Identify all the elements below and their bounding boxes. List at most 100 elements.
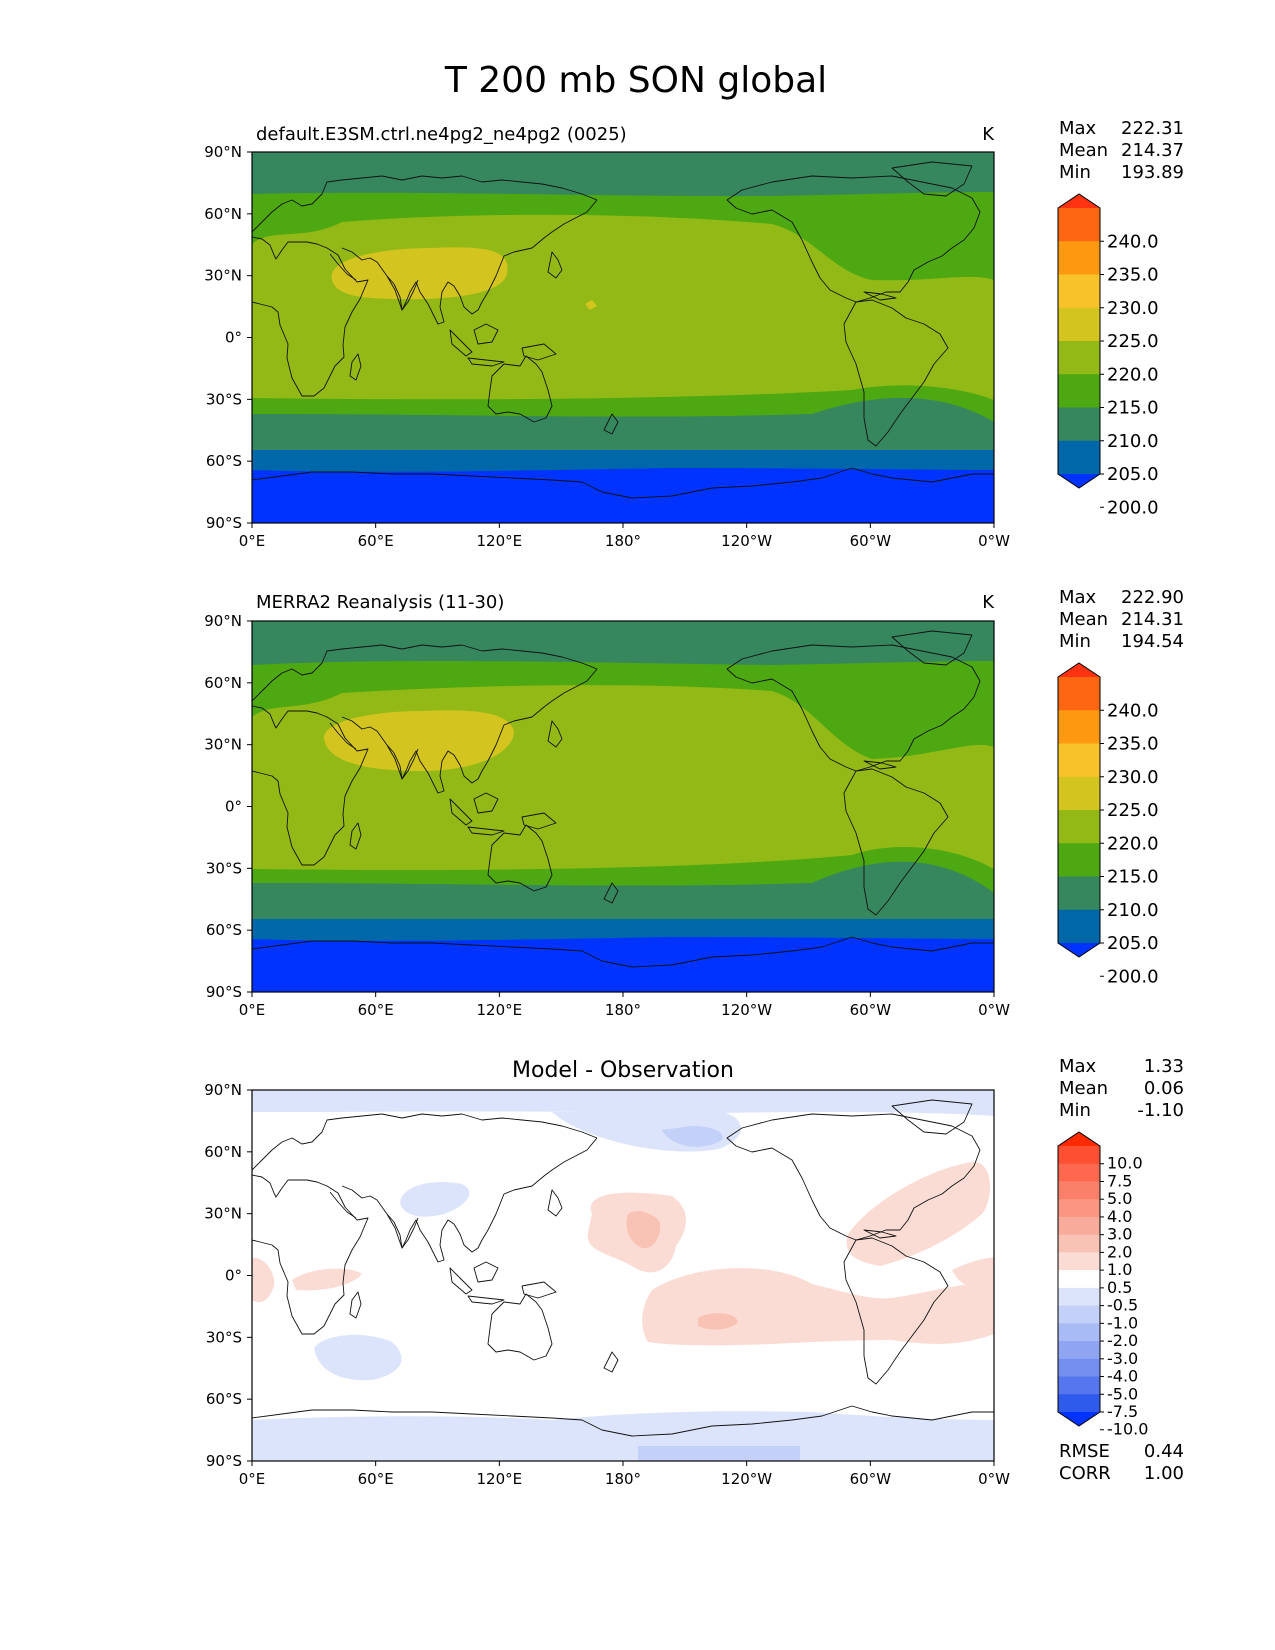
stat-min-value: 193.89 [1121,162,1184,183]
colorbar-segment [1058,876,1100,911]
y-tick-label: 90°N [204,612,242,630]
stats-block: Max 222.90 Mean 214.31 Min 194.54 [1059,587,1184,652]
stat-min-label: Min [1059,631,1091,652]
colorbar-segment [1058,776,1100,811]
colorbar-segment [1058,1323,1100,1342]
units-label: K [982,592,995,613]
colorbar-segment [1058,1270,1100,1289]
colorbar-label: 200.0 [1107,497,1159,518]
axis-ticks: 0°E 60°E 120°E 180° 120°W 60°W 0°W 90°N 60°N 30°N… [204,143,1010,550]
colorbar-segment [1058,843,1100,878]
x-tick-label: 180° [605,1470,641,1488]
colorbar-segment [1058,241,1100,276]
colorbar-segment [1058,1199,1100,1218]
x-tick-label: 60°E [358,1470,394,1488]
colorbar-segment [1058,374,1100,409]
colorbar-label: 3.0 [1107,1225,1132,1244]
colorbar-segment [1058,677,1100,711]
y-tick-label: 30°N [204,1205,242,1223]
stat-mean-value: 214.31 [1121,609,1184,630]
colorbar-segment [1058,1358,1100,1378]
colorbar-segment [1058,710,1100,745]
colorbar-label: -0.5 [1107,1296,1138,1315]
y-tick-label: 90°N [204,1081,242,1099]
colorbar-label: 225.0 [1107,331,1159,352]
x-tick-label: 0°E [239,532,266,550]
y-tick-label: 90°S [206,1452,242,1470]
colorbar: 10.07.55.04.03.02.01.00.5-0.5-1.0-2.0-3.… [1057,1131,1148,1439]
panel-observation: MERRA2 Reanalysis (11-30) K 0°E 60°E 120°E… [204,587,1184,1019]
colorbar-segment [1058,1216,1100,1236]
x-tick-label: 0°E [239,1470,266,1488]
colorbar-segment [1058,1146,1100,1165]
colorbar-segment [1058,1376,1100,1395]
colorbar-segment [1058,1163,1100,1183]
colorbar-label: 235.0 [1107,265,1159,286]
metric-corr-value: 1.00 [1144,1463,1184,1484]
colorbar-label: 240.0 [1107,700,1159,721]
field-negative-asia [400,1182,470,1217]
y-tick-label: 60°S [206,452,242,470]
colorbar: 240.0 235.0 230.0 225.0 220.0 215.0 210.0 205.0… [1057,662,1159,987]
field-band-220 [323,710,514,771]
field-negative-arctic-core [662,1126,723,1147]
colorbar-label: 205.0 [1107,933,1159,954]
stat-min-label: Min [1059,162,1091,183]
x-tick-label: 60°W [850,1470,892,1488]
colorbar-label: 200.0 [1107,966,1159,987]
metrics-block: RMSE 0.44 CORR 1.00 [1059,1441,1184,1484]
field-positive-pacific-core [626,1211,661,1249]
x-tick-label: 120°W [721,1470,772,1488]
stat-min-value: -1.10 [1137,1100,1184,1121]
field-negative-arctic [252,1090,994,1116]
colorbar-segment [1058,407,1100,442]
y-tick-label: 90°S [206,983,242,1001]
y-tick-label: 30°N [204,736,242,754]
stat-max-value: 222.90 [1121,587,1184,608]
field-band-220 [331,247,508,300]
y-tick-label: 90°N [204,143,242,161]
y-tick-label: 60°N [204,205,242,223]
stat-max-value: 1.33 [1144,1056,1184,1077]
panel-difference: Model - Observation [204,1056,1184,1488]
colorbar-label: -4.0 [1107,1367,1138,1386]
map-field [252,1090,994,1461]
x-tick-label: 0°E [239,1001,266,1019]
colorbar: 240.0 235.0 230.0 225.0 220.0 215.0 210.0 205.0… [1057,193,1159,518]
y-tick-label: 30°N [204,267,242,285]
y-tick-label: 60°S [206,1390,242,1408]
colorbar-label: -10.0 [1107,1420,1148,1439]
field-positive-tropics-core [698,1313,738,1330]
colorbar-segment [1058,1287,1100,1307]
colorbar-extend-min [1058,943,1100,957]
figure-title: T 200 mb SON global [444,60,827,101]
y-tick-label: 30°S [206,859,242,877]
colorbar-label: 230.0 [1107,298,1159,319]
x-tick-label: 120°W [721,532,772,550]
metric-corr-label: CORR [1059,1463,1111,1484]
units-label: K [982,124,995,145]
stat-max-value: 222.31 [1121,118,1184,139]
stat-min-value: 194.54 [1121,631,1184,652]
metric-rmse-label: RMSE [1059,1441,1110,1462]
y-tick-label: 60°N [204,674,242,692]
colorbar-label: 215.0 [1107,398,1159,419]
field-band-205 [252,881,994,921]
colorbar-extend-min [1058,474,1100,488]
stats-block: Max 222.31 Mean 214.37 Min 193.89 [1059,118,1184,183]
axis-ticks: 0°E 60°E 120°E 180° 120°W 60°W 0°W 90°N 60°N 30°N… [204,612,1010,1019]
colorbar-label: 7.5 [1107,1171,1132,1190]
colorbar-label: -5.0 [1107,1384,1138,1403]
y-tick-label: 60°N [204,1143,242,1161]
colorbar-label: 4.0 [1107,1207,1132,1226]
stat-max-label: Max [1059,587,1097,608]
y-tick-label: 0° [225,1267,242,1285]
colorbar-label: 10.0 [1107,1154,1143,1173]
x-tick-label: 60°W [850,532,892,550]
colorbar-label: 0.5 [1107,1278,1132,1297]
field-negative-antarctic [252,1411,994,1461]
field-positive-indian [292,1268,362,1291]
stat-min-label: Min [1059,1100,1091,1121]
colorbar-label: -2.0 [1107,1331,1138,1350]
stat-mean-label: Mean [1059,140,1108,161]
